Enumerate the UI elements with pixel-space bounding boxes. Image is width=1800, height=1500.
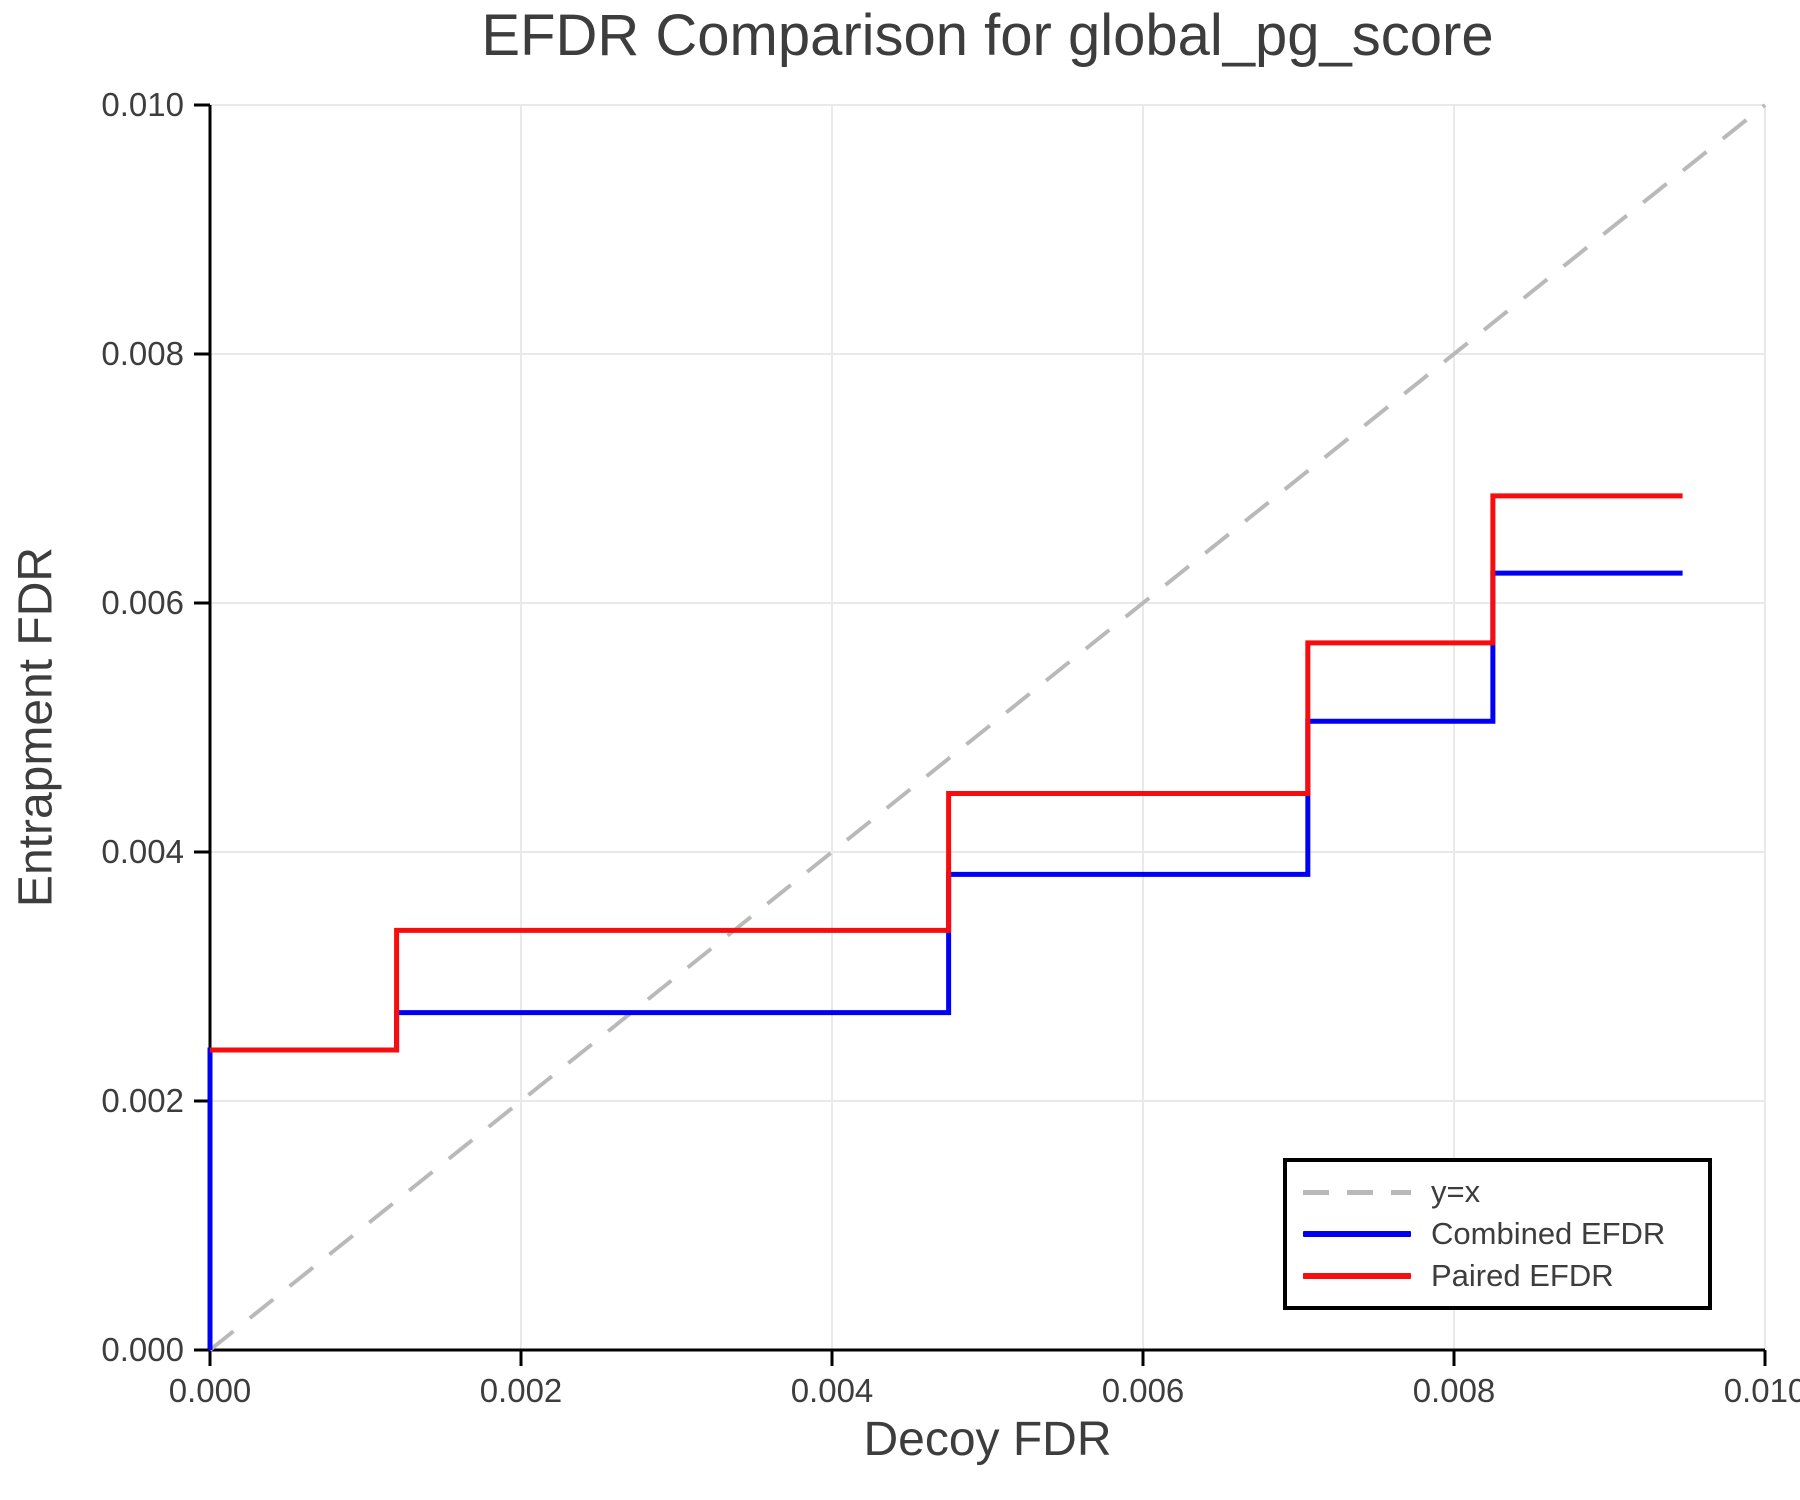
y-tick-label: 0.002 bbox=[101, 1082, 184, 1119]
legend-dashed-line-swatch bbox=[1303, 1189, 1411, 1195]
x-tick-label: 0.006 bbox=[1102, 1372, 1185, 1409]
paired-efdr-line bbox=[210, 493, 1683, 1053]
legend-label: Paired EFDR bbox=[1431, 1258, 1614, 1293]
legend-item: y=x bbox=[1303, 1171, 1708, 1213]
identity-line bbox=[208, 103, 1767, 1352]
legend-item: Paired EFDR bbox=[1303, 1255, 1708, 1297]
x-tick-label: 0.000 bbox=[169, 1372, 252, 1409]
legend-line-swatch bbox=[1303, 1273, 1411, 1279]
y-tick-label: 0.006 bbox=[101, 584, 184, 621]
y-axis-label: Entrapment FDR bbox=[9, 546, 63, 908]
legend: y=x Combined EFDR Paired EFDR bbox=[1283, 1158, 1712, 1310]
y-tick-label: 0.004 bbox=[101, 833, 184, 870]
legend-line-swatch bbox=[1303, 1231, 1411, 1237]
legend-label: y=x bbox=[1431, 1174, 1481, 1209]
x-tick-label: 0.008 bbox=[1413, 1372, 1496, 1409]
y-tick-label: 0.000 bbox=[101, 1331, 184, 1368]
x-tick-label: 0.004 bbox=[791, 1372, 874, 1409]
y-tick-label: 0.008 bbox=[101, 335, 184, 372]
chart-title: EFDR Comparison for global_pg_score bbox=[481, 3, 1494, 68]
y-tick-label: 0.010 bbox=[101, 86, 184, 123]
legend-item: Combined EFDR bbox=[1303, 1213, 1708, 1255]
legend-label: Combined EFDR bbox=[1431, 1216, 1666, 1251]
x-tick-label: 0.002 bbox=[480, 1372, 563, 1409]
x-axis-label: Decoy FDR bbox=[863, 1413, 1112, 1466]
x-tick-label: 0.010 bbox=[1724, 1372, 1800, 1409]
